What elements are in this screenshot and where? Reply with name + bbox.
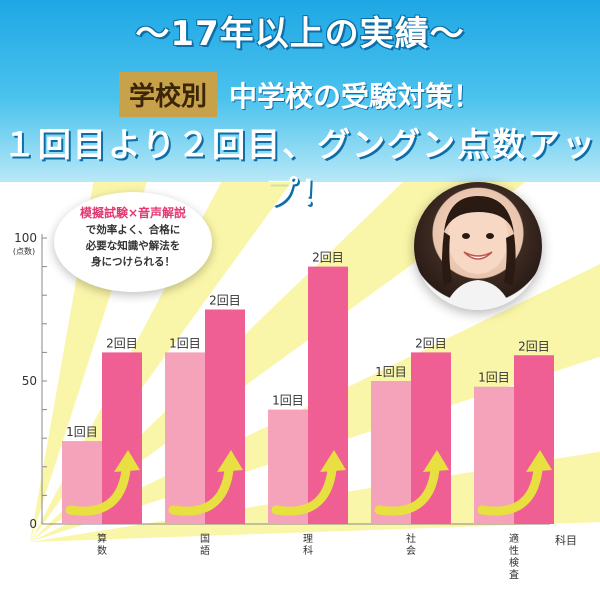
info-bubble-title: 模擬試験×音声解説 (79, 206, 187, 220)
y-tick-label-50: 50 (22, 374, 37, 388)
bar-label-second-3: 2回目 (415, 336, 447, 350)
bar-first-2 (268, 409, 308, 524)
bar-label-first-2: 1回目 (272, 394, 304, 408)
header-banner: 〜17年以上の実績〜 学校別 中学校の受験対策！ １回目より２回目、グングン点数ア… (0, 0, 600, 212)
arrow-curve-1 (168, 465, 234, 516)
y-axis-label: (点数) (13, 246, 35, 256)
bar-second-0 (102, 352, 142, 524)
arrow-curve-2 (271, 465, 337, 516)
category-label-4: 適性検査 (509, 532, 519, 581)
category-label-1: 国語 (200, 533, 210, 557)
bar-label-second-4: 2回目 (518, 339, 550, 353)
growth-arrows (65, 450, 552, 516)
arrow-head-3 (423, 450, 449, 472)
arrow-head-2 (320, 450, 346, 472)
bar-first-1 (165, 352, 205, 524)
student-face-illustration (442, 196, 516, 310)
bar-label-second-2: 2回目 (312, 251, 344, 265)
category-label-2: 理科 (303, 533, 313, 557)
arrow-head-1 (217, 450, 243, 472)
bar-first-4 (474, 386, 514, 524)
info-bubble: 模擬試験×音声解説 で効率よく、合格に 必要な知識や解法を 身につけられる！ (54, 192, 212, 292)
school-badge: 学校別 (118, 72, 217, 117)
bar-first-3 (371, 381, 411, 524)
page-title: 〜17年以上の実績〜 (135, 14, 465, 54)
y-tick-label-0: 0 (29, 517, 37, 531)
bar-label-second-0: 2回目 (106, 336, 138, 350)
arrow-head-0 (114, 450, 140, 472)
arrow-curve-0 (65, 465, 131, 516)
bar-label-first-3: 1回目 (375, 365, 407, 379)
bar-second-4 (514, 355, 554, 524)
x-axis-label: 科目 (555, 533, 577, 547)
category-label-3: 社会 (406, 532, 416, 557)
bar-label-first-4: 1回目 (478, 371, 510, 385)
ray-2 (30, 182, 526, 542)
bar-label-first-0: 1回目 (66, 425, 98, 439)
bar-label-first-1: 1回目 (169, 336, 201, 350)
subtitle-1-text: 中学校の受験対策！ (229, 79, 482, 113)
arrow-head-4 (526, 450, 552, 472)
arrow-curve-3 (374, 465, 440, 516)
info-bubble-body: で効率よく、合格に 必要な知識や解法を 身につけられる！ (85, 224, 181, 268)
y-tick-label-100: 100 (14, 231, 37, 245)
subtitle-line-2: １回目より２回目、グングン点数アップ！ (2, 125, 598, 212)
bar-second-3 (411, 352, 451, 524)
bar-label-second-1: 2回目 (209, 294, 241, 308)
subtitle-line-1: 学校別 中学校の受験対策！ (0, 72, 600, 117)
chart-bars (62, 266, 554, 524)
student-photo (414, 182, 542, 310)
category-label-0: 算数 (97, 532, 107, 557)
arrow-curve-4 (477, 465, 543, 516)
